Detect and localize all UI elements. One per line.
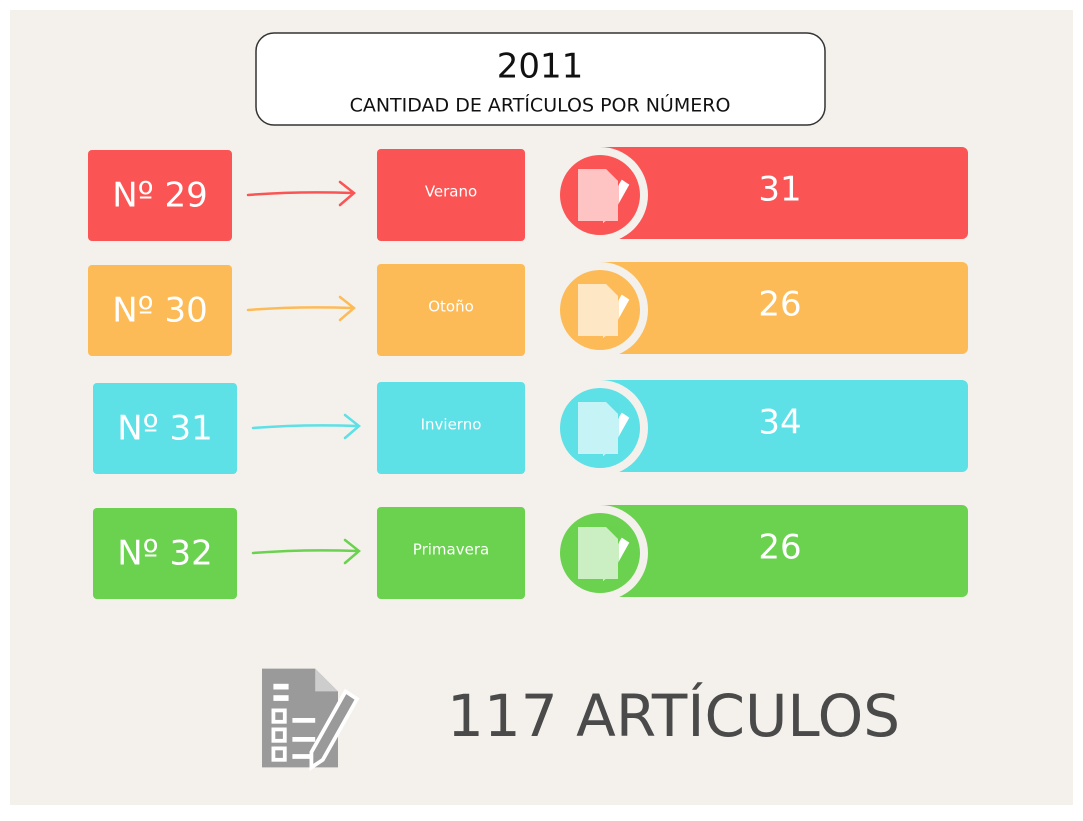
count: 31	[758, 170, 801, 210]
subtitle: CANTIDAD DE ARTÍCULOS POR NÚMERO	[350, 93, 731, 117]
issue-box	[88, 150, 232, 241]
count: 26	[758, 285, 801, 325]
count: 34	[758, 403, 801, 443]
total: 117 ARTÍCULOS	[447, 681, 900, 750]
season: Invierno	[421, 416, 482, 434]
count-bar	[595, 505, 968, 597]
count: 26	[758, 528, 801, 568]
issue-box	[88, 265, 232, 356]
season: Primavera	[413, 541, 489, 559]
count-bar	[595, 262, 968, 354]
total-label: ARTÍCULOS	[576, 681, 900, 750]
icon-mask	[577, 401, 619, 455]
season-box	[377, 149, 525, 241]
arrow	[246, 295, 356, 322]
issue: Nº 31	[117, 409, 213, 449]
issue: Nº 32	[117, 534, 213, 574]
icon-mask	[577, 283, 619, 337]
icon-mask	[577, 168, 619, 222]
arrow	[251, 538, 361, 565]
header-box	[255, 32, 826, 126]
season-box	[377, 264, 525, 356]
icon-mask	[577, 526, 619, 580]
count-bar	[595, 380, 968, 472]
issue-box	[93, 383, 237, 474]
issue-box	[93, 508, 237, 599]
arrow	[251, 413, 361, 440]
season-box	[377, 507, 525, 599]
season: Otoño	[428, 298, 474, 316]
year: 2011	[497, 47, 584, 87]
issue: Nº 29	[112, 176, 208, 216]
issue: Nº 30	[112, 291, 208, 331]
count-bar	[595, 147, 968, 239]
season-box	[377, 382, 525, 474]
arrow	[246, 180, 356, 207]
total-count: 117	[447, 682, 558, 750]
season: Verano	[425, 183, 477, 201]
